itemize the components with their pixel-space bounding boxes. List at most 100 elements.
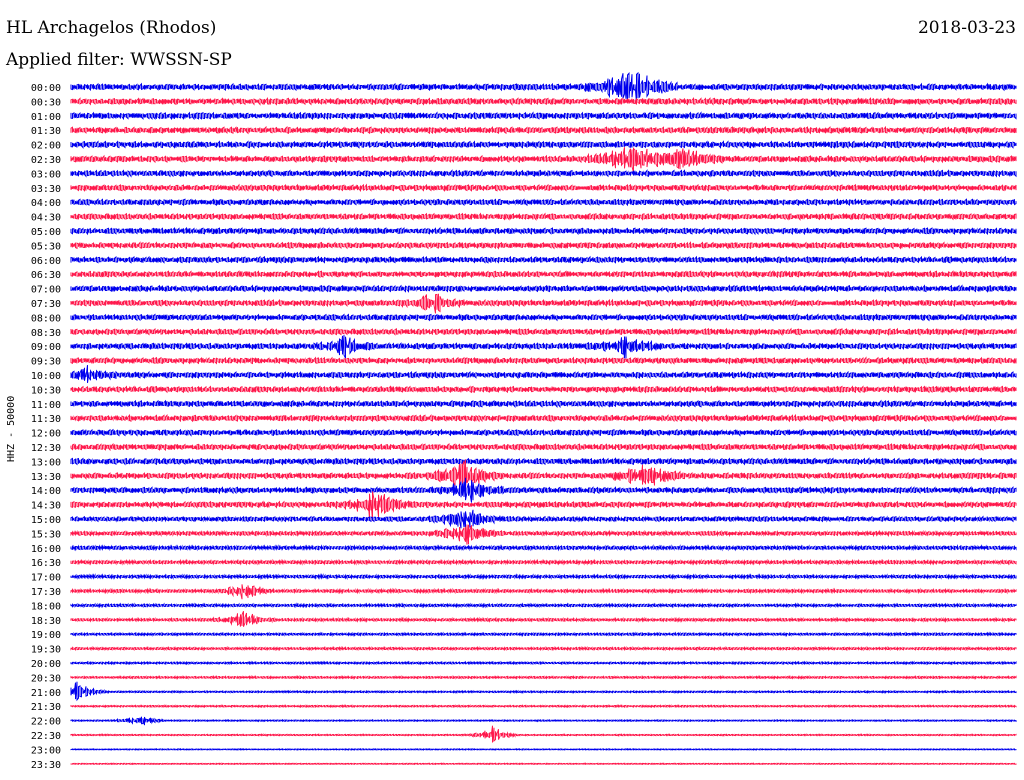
trace-row — [70, 675, 1017, 680]
trace-row — [70, 748, 1017, 751]
trace-row — [70, 125, 1017, 135]
trace-row — [70, 428, 1017, 437]
trace-row — [70, 140, 1017, 149]
trace-row — [70, 584, 1017, 600]
time-tick-label: 03:30 — [31, 184, 61, 195]
time-tick-label: 03:00 — [31, 169, 61, 180]
trace-row — [70, 704, 1017, 709]
time-tick-label: 02:00 — [31, 141, 61, 152]
time-tick-label: 21:00 — [31, 688, 61, 699]
time-tick-label: 00:30 — [31, 97, 61, 108]
trace-row — [70, 198, 1017, 207]
time-tick-label: 00:00 — [31, 83, 61, 94]
time-tick-label: 07:30 — [31, 299, 61, 310]
trace-row — [70, 477, 1017, 503]
time-tick-label: 23:30 — [31, 760, 61, 771]
seismic-traces — [70, 71, 1017, 766]
trace-row — [70, 602, 1017, 609]
trace-row — [70, 71, 1017, 103]
trace-row — [70, 111, 1017, 121]
trace-row — [70, 385, 1017, 394]
time-tick-label: 09:30 — [31, 357, 61, 368]
trace-row — [70, 558, 1017, 566]
time-tick-label: 16:00 — [31, 544, 61, 555]
time-tick-label: 20:30 — [31, 673, 61, 684]
time-tick-label: 04:30 — [31, 213, 61, 224]
time-tick-labels: 00:00 00:30 01:00 01:30 02:00 02:30 03:00 03:30… — [31, 83, 61, 771]
time-tick-label: 19:30 — [31, 645, 61, 656]
trace-row — [70, 147, 1017, 173]
trace-row — [70, 183, 1017, 193]
time-tick-label: 13:00 — [31, 457, 61, 468]
time-tick-label: 22:00 — [31, 717, 61, 728]
trace-row — [70, 491, 1017, 521]
trace-row — [70, 365, 1017, 383]
time-tick-label: 01:30 — [31, 126, 61, 137]
trace-row — [70, 413, 1017, 423]
station-title: HL Archagelos (Rhodos) — [6, 18, 217, 38]
trace-row — [70, 509, 1017, 529]
time-tick-label: 19:00 — [31, 630, 61, 641]
time-tick-label: 17:30 — [31, 587, 61, 598]
time-tick-label: 21:30 — [31, 702, 61, 713]
trace-row — [70, 631, 1017, 637]
trace-row — [70, 327, 1017, 337]
time-tick-label: 18:30 — [31, 616, 61, 627]
time-tick-label: 12:00 — [31, 429, 61, 440]
time-tick-label: 10:30 — [31, 385, 61, 396]
filter-label: Applied filter: WWSSN-SP — [6, 50, 232, 70]
time-tick-label: 15:30 — [31, 529, 61, 540]
time-tick-label: 13:30 — [31, 472, 61, 483]
trace-row — [70, 573, 1017, 581]
time-tick-label: 07:00 — [31, 285, 61, 296]
time-tick-label: 20:00 — [31, 659, 61, 670]
time-tick-label: 23:00 — [31, 745, 61, 756]
time-tick-label: 06:30 — [31, 270, 61, 281]
time-tick-label: 16:30 — [31, 558, 61, 569]
time-tick-label: 09:00 — [31, 342, 61, 353]
trace-row — [70, 459, 1017, 490]
time-tick-label: 12:30 — [31, 443, 61, 454]
time-tick-label: 02:30 — [31, 155, 61, 166]
time-tick-label: 08:00 — [31, 313, 61, 324]
trace-row — [70, 169, 1017, 178]
trace-row — [70, 270, 1017, 279]
trace-row — [70, 660, 1017, 666]
trace-row — [70, 255, 1017, 264]
time-tick-label: 05:00 — [31, 227, 61, 238]
record-date: 2018-03-23 — [917, 18, 1016, 38]
trace-row — [70, 457, 1017, 466]
trace-row — [70, 356, 1017, 365]
trace-row — [70, 212, 1017, 221]
trace-row — [70, 524, 1017, 545]
time-tick-label: 10:00 — [31, 371, 61, 382]
trace-row — [70, 725, 1017, 743]
trace-row — [70, 313, 1017, 322]
time-tick-label: 18:00 — [31, 601, 61, 612]
time-tick-label: 01:00 — [31, 112, 61, 123]
trace-row — [70, 442, 1017, 452]
trace-row — [70, 544, 1017, 552]
trace-row — [70, 611, 1017, 627]
trace-row — [70, 293, 1017, 314]
trace-row — [70, 762, 1017, 766]
time-tick-label: 05:30 — [31, 241, 61, 252]
trace-row — [70, 284, 1017, 293]
trace-row — [70, 335, 1017, 359]
trace-row — [70, 226, 1017, 236]
time-tick-label: 08:30 — [31, 328, 61, 339]
time-tick-label: 04:00 — [31, 198, 61, 209]
trace-row — [70, 645, 1017, 652]
time-tick-label: 14:30 — [31, 501, 61, 512]
channel-label: HHZ - 50000 — [6, 396, 17, 462]
trace-row — [70, 241, 1017, 250]
time-tick-label: 11:30 — [31, 414, 61, 425]
time-tick-label: 11:00 — [31, 400, 61, 411]
trace-row — [70, 399, 1017, 409]
time-tick-label: 15:00 — [31, 515, 61, 526]
trace-row — [70, 97, 1017, 106]
trace-row — [70, 681, 1017, 702]
time-tick-label: 17:00 — [31, 573, 61, 584]
time-tick-label: 22:30 — [31, 731, 61, 742]
